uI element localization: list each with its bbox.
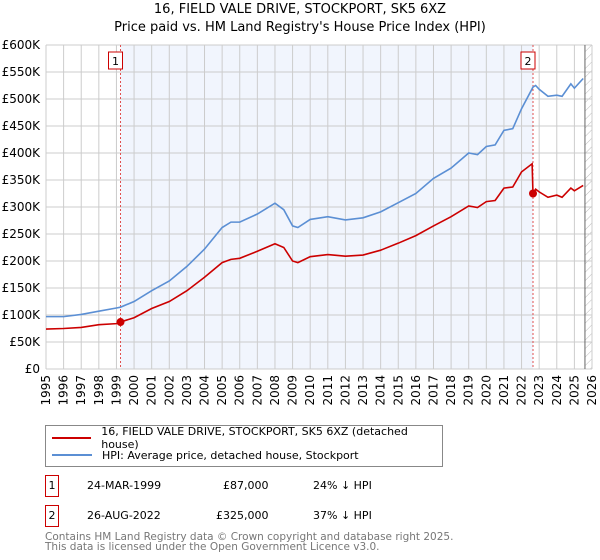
x-tick-label: 2006 (233, 375, 247, 406)
y-tick-label: £550K (2, 65, 42, 79)
x-tick-label: 1995 (39, 375, 53, 406)
footer-licence: This data is licensed under the Open Gov… (45, 541, 380, 553)
x-tick-label: 1997 (74, 375, 88, 406)
legend: 16, FIELD VALE DRIVE, STOCKPORT, SK5 6XZ… (45, 425, 443, 467)
x-tick-label: 2003 (180, 375, 194, 406)
x-tick-label: 2021 (497, 375, 511, 406)
sale-hpi-diff: 24% ↓ HPI (313, 479, 372, 492)
x-tick-label: 2014 (374, 375, 388, 406)
y-tick-label: £300K (2, 200, 42, 214)
chart-subtitle: Price paid vs. HM Land Registry's House … (114, 20, 486, 35)
legend-swatch (52, 437, 92, 439)
y-tick-label: £250K (2, 227, 42, 241)
x-tick-label: 2019 (462, 375, 476, 406)
x-tick-label: 2005 (215, 375, 229, 406)
x-tick-label: 2007 (250, 375, 264, 406)
sale-price: £325,000 (216, 509, 269, 522)
x-tick-label: 1998 (92, 375, 106, 406)
sale-label: 2 (524, 55, 531, 68)
y-tick-label: £500K (2, 92, 42, 106)
sale-price: £87,000 (223, 479, 269, 492)
x-tick-label: 2026 (585, 375, 599, 406)
x-tick-label: 2002 (162, 375, 176, 406)
hpi-line (46, 77, 584, 318)
x-tick-label: 2013 (356, 375, 370, 406)
legend-label: 16, FIELD VALE DRIVE, STOCKPORT, SK5 6XZ… (101, 425, 408, 451)
x-tick-label: 2024 (550, 375, 564, 406)
sale-marker-badge: 1 (45, 475, 59, 497)
y-tick-label: £100K (2, 308, 42, 322)
y-tick-label: £50K (9, 335, 41, 349)
y-tick-label: £600K (2, 38, 42, 52)
legend-swatch (52, 454, 92, 456)
x-tick-label: 2008 (268, 375, 282, 406)
x-tick-label: 2020 (479, 375, 493, 406)
sale-hpi-diff: 37% ↓ HPI (313, 509, 372, 522)
x-tick-label: 2001 (145, 375, 159, 406)
x-tick-label: 2012 (338, 375, 352, 406)
sale-point (116, 318, 125, 327)
legend-label: HPI: Average price, detached house, Stoc… (102, 448, 359, 462)
legend-item-hpi: HPI: Average price, detached house, Stoc… (52, 447, 359, 463)
y-tick-label: £350K (2, 173, 42, 187)
footer-copyright: Contains HM Land Registry data © Crown c… (45, 531, 454, 543)
x-tick-label: 2016 (409, 375, 423, 406)
sale-point (528, 189, 537, 198)
sale-label-box (520, 51, 536, 70)
sale-label: 1 (112, 55, 119, 68)
x-tick-label: 2025 (567, 375, 581, 406)
x-tick-label: 2015 (391, 375, 405, 406)
y-tick-label: £200K (2, 254, 42, 268)
x-tick-label: 1999 (109, 375, 123, 406)
x-tick-label: 2023 (532, 375, 546, 406)
legend-item-property: 16, FIELD VALE DRIVE, STOCKPORT, SK5 6XZ… (52, 425, 442, 451)
y-tick-label: £150K (2, 281, 42, 295)
y-tick-label: £400K (2, 146, 42, 160)
sale-date: 26-AUG-2022 (87, 509, 161, 522)
x-tick-label: 2018 (444, 375, 458, 406)
plot-area: 1995 1996 1997 1998 1999 2000 2001 2002 2003 2004… (2, 38, 599, 406)
x-tick-label: 2017 (426, 375, 440, 406)
sale-date: 24-MAR-1999 (87, 479, 162, 492)
x-tick-label: 2010 (303, 375, 317, 406)
x-tick-label: 2022 (515, 375, 529, 406)
y-tick-label: £0 (25, 362, 40, 376)
x-tick-label: 2004 (198, 375, 212, 406)
x-tick-label: 2011 (321, 375, 335, 406)
sale-marker-badge: 2 (45, 505, 59, 527)
chart-title: 16, FIELD VALE DRIVE, STOCKPORT, SK5 6XZ (153, 2, 447, 17)
x-tick-label: 2000 (127, 375, 141, 406)
y-tick-label: £450K (2, 119, 42, 133)
sale-label-box (108, 51, 124, 70)
x-tick-label: 2009 (286, 375, 300, 406)
x-tick-label: 1996 (57, 375, 71, 406)
